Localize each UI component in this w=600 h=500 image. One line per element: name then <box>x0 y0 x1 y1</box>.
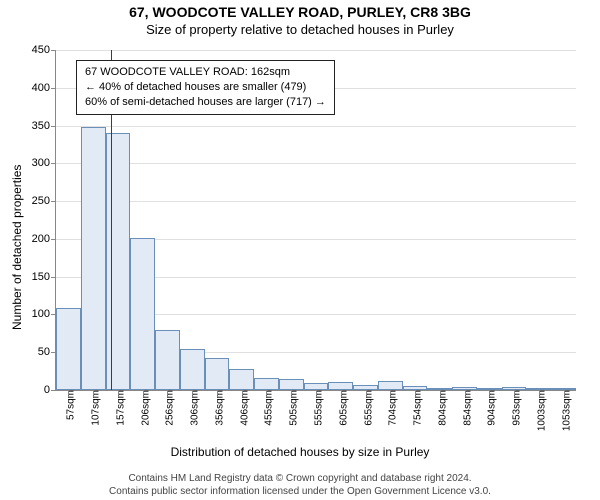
histogram-bar <box>378 381 403 390</box>
info-line: ← 40% of detached houses are smaller (47… <box>85 80 326 95</box>
chart-plot-area: 05010015020025030035040045057sqm107sqm15… <box>55 50 576 391</box>
histogram-bar <box>56 308 81 390</box>
info-line: 60% of semi-detached houses are larger (… <box>85 95 326 110</box>
y-tick-mark <box>51 239 56 240</box>
histogram-bar <box>130 238 155 390</box>
x-tick-label: 904sqm <box>481 390 498 426</box>
histogram-bar <box>254 378 279 390</box>
y-tick-mark <box>51 50 56 51</box>
x-tick-mark <box>489 390 490 395</box>
x-tick-mark <box>564 390 565 395</box>
x-tick-label: 605sqm <box>332 390 349 426</box>
chart-title: 67, WOODCOTE VALLEY ROAD, PURLEY, CR8 3B… <box>0 0 600 20</box>
histogram-bar <box>279 379 304 390</box>
footer-line-2: Contains public sector information licen… <box>0 486 600 499</box>
x-tick-mark <box>514 390 515 395</box>
y-tick-mark <box>51 88 56 89</box>
histogram-bar <box>304 383 329 390</box>
x-tick-label: 406sqm <box>233 390 250 426</box>
info-callout-box: 67 WOODCOTE VALLEY ROAD: 162sqm← 40% of … <box>76 60 335 115</box>
histogram-bar <box>81 127 106 390</box>
footer-line-1: Contains HM Land Registry data © Crown c… <box>0 473 600 486</box>
x-tick-mark <box>316 390 317 395</box>
y-axis-title: Number of detached properties <box>10 165 24 330</box>
x-tick-mark <box>68 390 69 395</box>
x-tick-label: 1053sqm <box>555 390 572 431</box>
x-tick-label: 256sqm <box>159 390 176 426</box>
x-tick-label: 655sqm <box>357 390 374 426</box>
x-tick-label: 505sqm <box>283 390 300 426</box>
x-axis-title: Distribution of detached houses by size … <box>0 445 600 459</box>
x-tick-label: 455sqm <box>258 390 275 426</box>
y-tick-mark <box>51 163 56 164</box>
grid-line <box>56 201 576 202</box>
grid-line <box>56 50 576 51</box>
info-line: 67 WOODCOTE VALLEY ROAD: 162sqm <box>85 65 326 80</box>
x-tick-mark <box>217 390 218 395</box>
histogram-bar <box>205 358 230 390</box>
x-tick-label: 306sqm <box>184 390 201 426</box>
x-tick-label: 206sqm <box>134 390 151 426</box>
x-tick-mark <box>291 390 292 395</box>
x-tick-mark <box>341 390 342 395</box>
x-tick-label: 754sqm <box>407 390 424 426</box>
x-tick-label: 107sqm <box>85 390 102 426</box>
x-tick-label: 1003sqm <box>530 390 547 431</box>
histogram-bar <box>229 369 254 390</box>
x-tick-label: 157sqm <box>109 390 126 426</box>
x-tick-mark <box>167 390 168 395</box>
footer-attribution: Contains HM Land Registry data © Crown c… <box>0 473 600 498</box>
x-tick-mark <box>390 390 391 395</box>
histogram-bar <box>106 133 131 390</box>
y-tick-mark <box>51 126 56 127</box>
x-tick-mark <box>415 390 416 395</box>
x-tick-mark <box>465 390 466 395</box>
histogram-bar <box>328 382 353 390</box>
x-tick-label: 854sqm <box>456 390 473 426</box>
x-tick-mark <box>440 390 441 395</box>
x-tick-label: 356sqm <box>208 390 225 426</box>
x-tick-mark <box>266 390 267 395</box>
y-tick-mark <box>51 277 56 278</box>
x-tick-mark <box>143 390 144 395</box>
x-tick-mark <box>539 390 540 395</box>
grid-line <box>56 126 576 127</box>
x-tick-label: 555sqm <box>308 390 325 426</box>
x-tick-mark <box>366 390 367 395</box>
y-tick-mark <box>51 201 56 202</box>
histogram-bar <box>155 330 180 390</box>
x-tick-label: 704sqm <box>382 390 399 426</box>
x-tick-mark <box>192 390 193 395</box>
x-tick-label: 953sqm <box>506 390 523 426</box>
chart-subtitle: Size of property relative to detached ho… <box>0 20 600 37</box>
y-tick-mark <box>51 390 56 391</box>
x-tick-mark <box>118 390 119 395</box>
grid-line <box>56 163 576 164</box>
histogram-bar <box>180 349 205 390</box>
x-tick-mark <box>93 390 94 395</box>
x-tick-mark <box>242 390 243 395</box>
x-tick-label: 804sqm <box>431 390 448 426</box>
